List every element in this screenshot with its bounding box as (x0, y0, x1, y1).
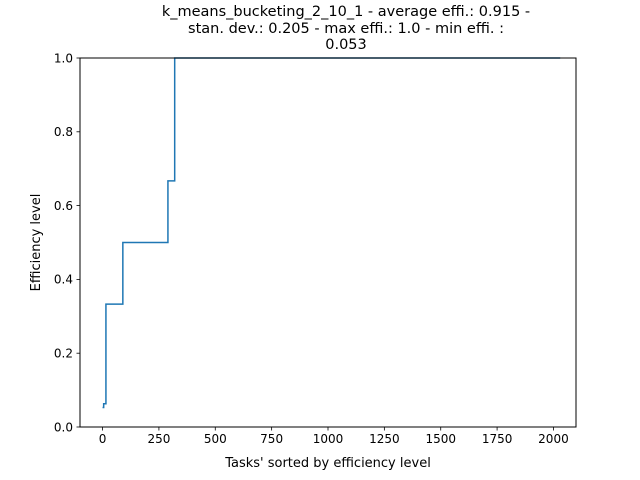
plot-frame (79, 57, 577, 428)
x-tick-label: 1000 (313, 432, 344, 446)
x-tick-label: 1500 (425, 432, 456, 446)
y-tick-label: 0.8 (54, 125, 73, 139)
chart-title-line-1: k_means_bucketing_2_10_1 - average effi.… (162, 4, 530, 20)
y-tick-label: 0.4 (54, 273, 73, 287)
series-line-0 (102, 57, 561, 409)
series-layer (102, 57, 561, 409)
x-tick-label: 500 (204, 432, 227, 446)
x-axis-label: Tasks' sorted by efficiency level (224, 456, 431, 471)
y-axis-label: Efficiency level (29, 194, 44, 292)
x-tick-label: 250 (147, 432, 170, 446)
x-tick-label: 1750 (482, 432, 513, 446)
chart-title-line-2: stan. dev.: 0.205 - max effi.: 1.0 - min… (188, 21, 504, 37)
x-tick-label: 750 (260, 432, 283, 446)
y-axis-ticks: 0.0 0.2 0.4 0.6 0.8 1.0 (54, 51, 80, 434)
y-tick-label: 0.0 (54, 420, 73, 434)
x-tick-label: 2000 (538, 432, 569, 446)
y-tick-label: 0.2 (54, 347, 73, 361)
y-tick-label: 1.0 (54, 51, 73, 65)
y-tick-label: 0.6 (54, 199, 73, 213)
x-tick-label: 1250 (369, 432, 400, 446)
x-tick-label: 0 (99, 432, 107, 446)
x-axis-ticks: 0 250 500 750 1000 1250 1500 1750 2000 (99, 427, 569, 446)
chart-title-line-3: 0.053 (325, 37, 367, 53)
